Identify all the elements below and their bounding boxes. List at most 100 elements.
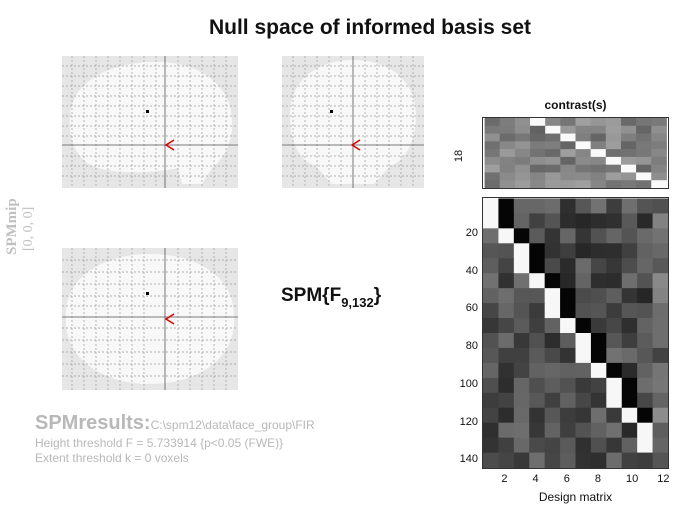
design-matrix[interactable] <box>482 197 669 474</box>
design-matrix-cell <box>529 198 546 214</box>
design-matrix-cell <box>513 243 530 259</box>
design-matrix-cell <box>621 392 638 409</box>
design-matrix-cell <box>544 213 561 229</box>
design-matrix-cell <box>590 258 607 274</box>
design-matrix-cell <box>621 303 638 319</box>
results-path[interactable]: C:\spm12\data\face_group\FIR <box>150 418 315 432</box>
design-matrix-cell <box>637 318 654 334</box>
design-matrix-cell <box>560 288 576 304</box>
cursor-arrow-icon <box>164 313 175 325</box>
contrast-cell <box>484 133 501 142</box>
mip-side-label: SPMmip [0, 0, 0] <box>2 185 36 265</box>
design-matrix-cell <box>652 437 669 454</box>
contrast-cell <box>499 125 516 135</box>
design-matrix-cell <box>483 318 499 334</box>
contrast-cell <box>560 156 576 166</box>
contrast-cell <box>560 164 576 173</box>
contrast-cell <box>651 164 667 173</box>
glass-brain-sagittal[interactable] <box>62 56 238 188</box>
design-matrix-cell <box>544 228 561 244</box>
design-matrix-cell <box>513 288 530 304</box>
design-matrix-cell <box>483 228 499 244</box>
design-matrix-cell <box>606 392 623 409</box>
design-matrix-cell <box>513 303 530 319</box>
design-matrix-cell <box>590 273 607 289</box>
contrast-cell <box>499 180 516 189</box>
design-matrix-cell <box>498 258 515 274</box>
design-matrix-cell <box>513 407 530 424</box>
design-matrix-cell <box>652 377 669 394</box>
design-matrix-cell <box>621 362 638 379</box>
design-matrix-cell <box>560 347 576 364</box>
contrast-ytick: 18 <box>453 149 465 163</box>
design-matrix-cell <box>606 228 623 244</box>
glass-brain-axial[interactable] <box>62 248 238 390</box>
figure-title: Null space of informed basis set <box>208 16 532 39</box>
design-matrix-cell <box>575 288 592 304</box>
design-matrix-cell <box>483 258 499 274</box>
design-matrix-cell <box>621 318 638 334</box>
design-matrix-cell <box>483 213 499 229</box>
contrast-matrix[interactable] <box>482 117 669 194</box>
design-matrix-cell <box>560 303 576 319</box>
design-matrix-cell <box>590 437 607 454</box>
design-matrix-cell <box>544 198 561 214</box>
design-matrix-xtick: 8 <box>594 473 601 485</box>
design-matrix-cell <box>652 228 669 244</box>
results-heading: SPMresults: <box>35 412 151 434</box>
contrast-cell <box>560 133 576 142</box>
design-matrix-cell <box>606 347 623 364</box>
contrast-cell <box>605 125 622 135</box>
contrast-cell <box>605 118 622 127</box>
contrast-cell <box>560 125 576 135</box>
design-matrix-cell <box>544 318 561 334</box>
design-matrix-cell <box>529 437 546 454</box>
contrast-cell <box>620 180 637 189</box>
contrast-cell <box>560 118 576 127</box>
design-matrix-cell <box>637 303 654 319</box>
contrast-cell <box>636 164 652 173</box>
design-matrix-cell <box>606 288 623 304</box>
contrast-cell <box>605 133 622 142</box>
design-matrix-cell <box>513 362 530 379</box>
contrast-cell <box>530 164 546 173</box>
contrast-cell <box>530 156 546 166</box>
design-matrix-cell <box>483 377 499 394</box>
design-matrix-cell <box>529 288 546 304</box>
design-matrix-cell <box>652 243 669 259</box>
contrast-cell <box>575 149 592 158</box>
design-matrix-cell <box>560 452 576 469</box>
design-matrix-cell <box>652 213 669 229</box>
contrast-cell <box>545 141 561 150</box>
design-matrix-cell <box>606 198 623 214</box>
design-matrix-cell <box>544 347 561 364</box>
contrast-cell <box>545 172 561 181</box>
design-matrix-cell <box>560 437 576 454</box>
design-matrix-cell <box>590 318 607 334</box>
contrast-cell <box>530 118 546 127</box>
contrast-cell <box>590 180 607 189</box>
design-matrix-cell <box>590 407 607 424</box>
design-matrix-cell <box>590 422 607 439</box>
design-matrix-cell <box>529 303 546 319</box>
contrast-cell <box>590 164 607 173</box>
design-matrix-cell <box>560 407 576 424</box>
design-matrix-cell <box>637 213 654 229</box>
design-matrix-cell <box>529 243 546 259</box>
contrast-cell <box>590 172 607 181</box>
contrast-cell <box>499 156 516 166</box>
design-matrix-cell <box>529 273 546 289</box>
design-matrix-cell <box>637 333 654 349</box>
design-matrix-cell <box>606 243 623 259</box>
glass-brain-coronal[interactable] <box>282 56 424 188</box>
contrast-cell <box>484 149 501 158</box>
design-matrix-cell <box>652 362 669 379</box>
contrast-cell <box>560 149 576 158</box>
contrast-cell <box>636 149 652 158</box>
design-matrix-ytick: 60 <box>465 302 478 315</box>
contrast-cell <box>620 141 637 150</box>
design-matrix-cell <box>544 437 561 454</box>
design-matrix-cell <box>483 273 499 289</box>
design-matrix-cell <box>560 273 576 289</box>
design-matrix-cell <box>498 198 515 214</box>
